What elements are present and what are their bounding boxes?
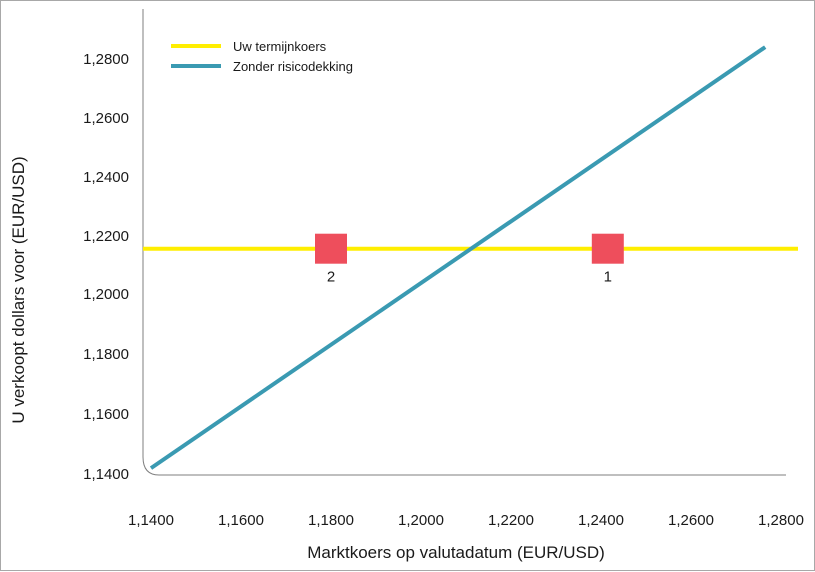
marker-square-2 <box>315 233 347 264</box>
series-layer <box>143 45 798 470</box>
marker-label-2: 2 <box>327 269 335 286</box>
y-tick-label: 1,2800 <box>83 51 129 68</box>
x-tick-label: 1,2800 <box>758 512 804 529</box>
y-axis-title: U verkoopt dollars voor (EUR/USD) <box>9 156 28 423</box>
legend-label: Zonder risicodekking <box>233 59 353 74</box>
marker-label-1: 1 <box>604 269 612 286</box>
y-tick-label: 1,2000 <box>83 286 129 303</box>
y-tick-label: 1,2600 <box>83 110 129 127</box>
y-tick-label: 1,2400 <box>83 169 129 186</box>
y-tick-label: 1,1400 <box>83 466 129 483</box>
x-tick-label: 1,2200 <box>488 512 534 529</box>
x-tick-label: 1,1400 <box>128 512 174 529</box>
y-tick-label: 1,2200 <box>83 228 129 245</box>
x-tick-label: 1,1600 <box>218 512 264 529</box>
x-tick-label: 1,2400 <box>578 512 624 529</box>
x-axis-title: Marktkoers op valutadatum (EUR/USD) <box>307 543 605 562</box>
legend-label: Uw termijnkoers <box>233 39 327 54</box>
chart-axes <box>142 9 786 476</box>
series-line-zonder-risicodekking <box>149 45 767 470</box>
y-tick-label: 1,1600 <box>83 406 129 423</box>
marker-square-1 <box>591 233 624 264</box>
y-tick-label: 1,1800 <box>83 346 129 363</box>
legend: Uw termijnkoers Zonder risicodekking <box>171 39 353 74</box>
x-tick-label: 1,2600 <box>668 512 714 529</box>
ticks-layer: 1,1400 1,1600 1,1800 1,2000 1,2200 1,2400 1,26… <box>83 51 804 529</box>
x-tick-label: 1,2000 <box>398 512 444 529</box>
x-tick-label: 1,1800 <box>308 512 354 529</box>
axis-lines <box>142 9 786 476</box>
